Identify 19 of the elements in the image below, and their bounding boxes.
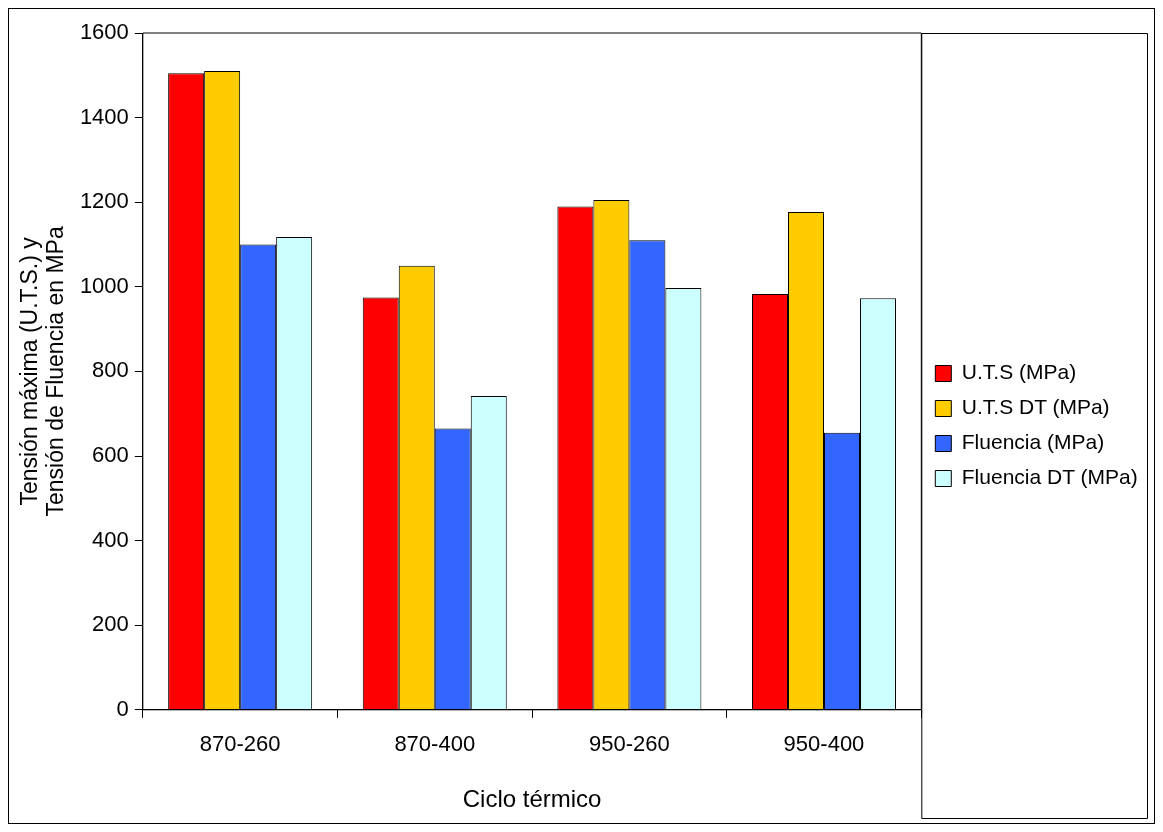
legend-label: Fluencia DT (MPa) (961, 465, 1138, 489)
x-tick-label: 950-260 (589, 731, 670, 757)
y-axis-title: Tensión máxima (U.T.S.) y Tensión de Fluencia en MPa (15, 226, 69, 517)
y-tick-label: 0 (116, 695, 129, 721)
y-tick-label: 1400 (79, 103, 129, 129)
x-axis-title: Ciclo térmico (462, 785, 602, 813)
legend-label: U.T.S (MPa) (961, 360, 1077, 384)
y-tick-label: 200 (92, 611, 129, 637)
y-tick-label: 1600 (79, 19, 129, 45)
legend-label: U.T.S DT (MPa) (961, 395, 1110, 419)
legend-label: Fluencia (MPa) (961, 430, 1105, 454)
y-tick-label: 600 (92, 442, 129, 468)
x-tick-label: 870-400 (394, 731, 476, 757)
y-tick-label: 1200 (79, 188, 129, 214)
y-tick-label: 1000 (79, 272, 129, 298)
x-tick-label: 950-400 (783, 731, 865, 757)
x-tick-label: 870-260 (199, 731, 281, 757)
y-tick-label: 400 (92, 526, 129, 552)
y-tick-label: 800 (92, 357, 129, 383)
